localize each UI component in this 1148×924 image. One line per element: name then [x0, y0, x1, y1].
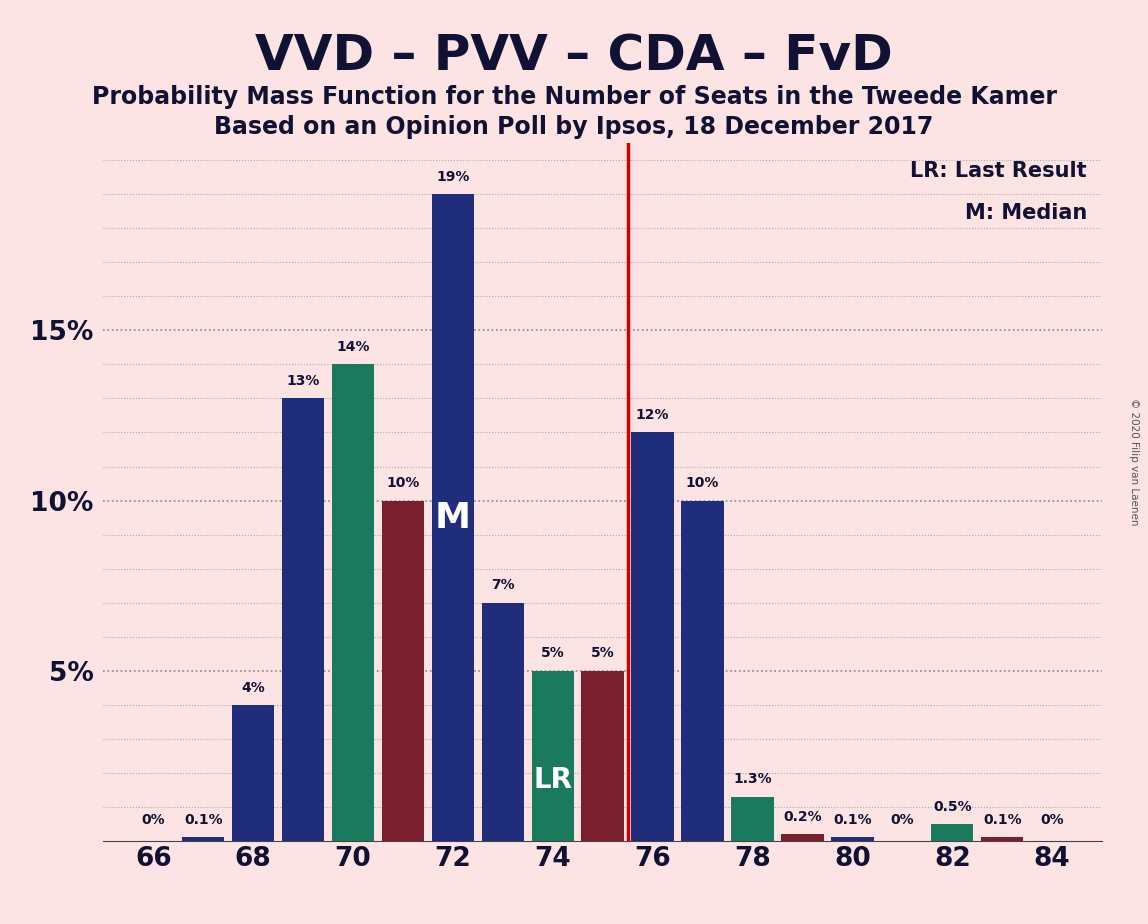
Text: 0.1%: 0.1% — [983, 813, 1022, 827]
Text: 0.1%: 0.1% — [833, 813, 871, 827]
Bar — [882, 837, 923, 841]
Text: 14%: 14% — [336, 340, 370, 354]
Text: 0.2%: 0.2% — [783, 809, 822, 824]
Bar — [931, 824, 974, 841]
Bar — [183, 837, 224, 841]
Text: 13%: 13% — [286, 374, 320, 388]
Text: 1.3%: 1.3% — [734, 772, 771, 786]
Text: 10%: 10% — [386, 477, 420, 491]
Text: M: M — [435, 501, 471, 535]
Text: 19%: 19% — [436, 170, 470, 184]
Bar — [731, 796, 774, 841]
Text: 0%: 0% — [1040, 813, 1064, 827]
Text: 0%: 0% — [891, 813, 914, 827]
Text: Based on an Opinion Poll by Ipsos, 18 December 2017: Based on an Opinion Poll by Ipsos, 18 De… — [215, 115, 933, 139]
Bar — [782, 834, 823, 841]
Text: 7%: 7% — [491, 578, 514, 592]
Text: LR: Last Result: LR: Last Result — [910, 161, 1087, 181]
Bar — [282, 398, 324, 841]
Text: M: Median: M: Median — [964, 202, 1087, 223]
Text: 12%: 12% — [636, 408, 669, 422]
Text: 5%: 5% — [541, 647, 565, 661]
Text: LR: LR — [534, 766, 572, 794]
Bar — [631, 432, 674, 841]
Bar — [682, 501, 723, 841]
Bar — [831, 837, 874, 841]
Bar — [232, 705, 274, 841]
Bar — [982, 837, 1023, 841]
Bar — [482, 602, 523, 841]
Text: 0.5%: 0.5% — [933, 799, 971, 814]
Text: 0%: 0% — [141, 813, 165, 827]
Bar — [582, 671, 623, 841]
Bar — [382, 501, 424, 841]
Bar — [1031, 837, 1073, 841]
Text: © 2020 Filip van Laenen: © 2020 Filip van Laenen — [1130, 398, 1139, 526]
Text: 10%: 10% — [685, 477, 720, 491]
Bar — [432, 194, 474, 841]
Text: Probability Mass Function for the Number of Seats in the Tweede Kamer: Probability Mass Function for the Number… — [92, 85, 1056, 109]
Bar — [532, 671, 574, 841]
Bar — [132, 837, 174, 841]
Text: 4%: 4% — [241, 680, 265, 695]
Text: 5%: 5% — [591, 647, 614, 661]
Text: 0.1%: 0.1% — [184, 813, 223, 827]
Bar — [332, 364, 374, 841]
Text: VVD – PVV – CDA – FvD: VVD – PVV – CDA – FvD — [255, 32, 893, 80]
